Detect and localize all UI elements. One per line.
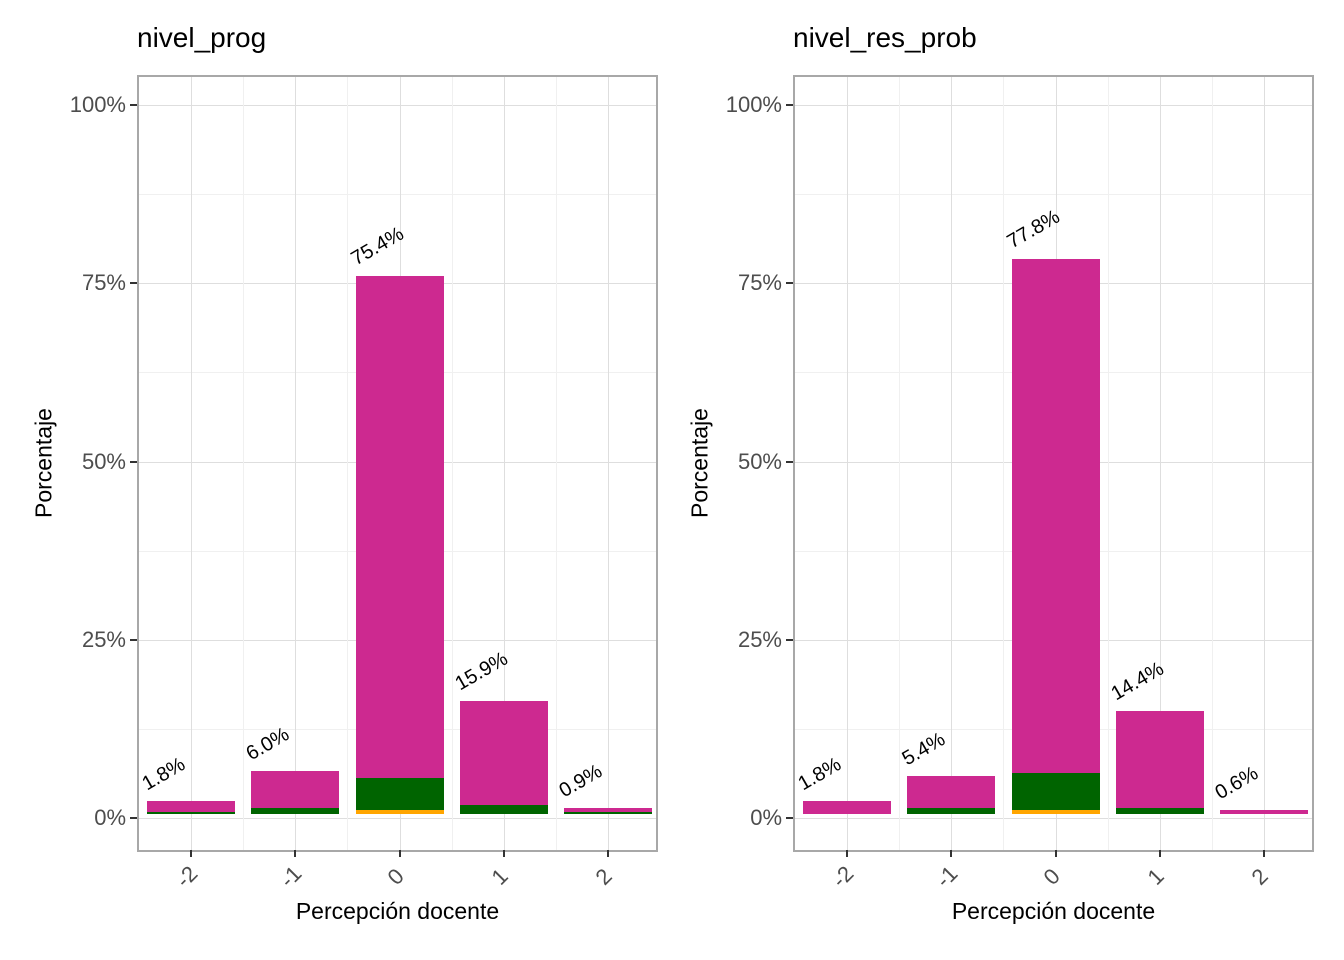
grid-major-h: [139, 105, 656, 106]
y-tick-mark: [130, 282, 137, 285]
y-tick-label: 25%: [737, 626, 782, 652]
chart-nivel-res-prob: nivel_res_prob Porcentaje 1.8% -2 5.4% -1 77…: [672, 0, 1344, 960]
y-tick-label: 100%: [725, 92, 782, 117]
x-axis-title: Percepción docente: [295, 898, 500, 924]
bar-segment-green: [251, 807, 340, 814]
y-tick-mark: [786, 104, 793, 106]
y-tick-mark: [130, 638, 137, 641]
bar-segment-magenta: [459, 700, 548, 806]
chart-title: nivel_prog: [137, 22, 267, 53]
y-tick-label: 25%: [81, 626, 126, 652]
x-tick-mark: [502, 850, 505, 857]
y-tick-label: 100%: [69, 92, 126, 117]
y-tick-mark: [786, 460, 793, 463]
x-tick-mark: [1158, 850, 1161, 857]
bar-segment-magenta: [147, 801, 236, 812]
grid-minor-h: [139, 194, 656, 196]
bar-segment-green: [459, 805, 548, 814]
plot-panel: 1.8% -2 5.4% -1 77.8% 0 14.4% 1 0.6% 2 0% 25% 50% 75%…: [726, 75, 1314, 892]
plot-panel: 1.8% -2 6.0% -1 75.4% 0 15.9% 1 0.9% 2 0% 25% 50% 75%…: [70, 75, 658, 892]
x-tick-mark: [294, 850, 297, 857]
bar-label: 5.4%: [898, 727, 950, 770]
bar-segment-green: [1011, 773, 1100, 811]
grid-major-v: [191, 77, 193, 850]
grid-minor-v: [1003, 77, 1005, 850]
y-tick-label: 75%: [737, 270, 782, 296]
bar-segment-orange: [355, 810, 444, 814]
grid-major-v: [847, 77, 849, 850]
y-tick-label: 0%: [94, 805, 126, 830]
grid-minor-v: [899, 77, 901, 850]
bar-segment-magenta: [1219, 809, 1308, 814]
bar-segment-magenta: [1115, 711, 1204, 808]
bar-segment-magenta: [251, 771, 340, 808]
grid-major-h: [795, 818, 1312, 819]
bar-segment-magenta: [1011, 259, 1100, 774]
x-tick-mark: [950, 850, 953, 857]
bar-segment-green: [147, 811, 236, 814]
grid-minor-v: [243, 77, 245, 850]
y-tick-label: 50%: [81, 448, 126, 474]
y-tick-label: 50%: [737, 448, 782, 474]
bar-segment-orange: [1011, 810, 1100, 814]
bar-segment-green: [1115, 807, 1204, 814]
grid-minor-h: [795, 194, 1312, 196]
y-tick-label: 75%: [81, 270, 126, 296]
x-tick-mark: [606, 850, 609, 857]
chart-title: nivel_res_prob: [793, 22, 977, 53]
x-axis-title: Percepción docente: [951, 898, 1156, 924]
y-tick-mark: [130, 104, 137, 106]
grid-minor-v: [347, 77, 349, 850]
bar-segment-green: [563, 811, 652, 814]
grid-major-h: [795, 105, 1312, 106]
bar-label: 0.9%: [555, 759, 606, 802]
y-tick-mark: [786, 638, 793, 641]
y-tick-mark: [130, 817, 137, 819]
bar-segment-magenta: [803, 801, 892, 814]
x-tick-mark: [190, 850, 193, 857]
x-tick-mark: [398, 850, 401, 857]
chart-nivel-prog: nivel_prog Porcentaje 1.8% -2 6.0% -1 75.4% 0…: [31, 22, 658, 924]
grid-major-v: [951, 77, 953, 850]
bar-segment-magenta: [563, 807, 652, 812]
grid-minor-v: [1107, 77, 1109, 850]
grid-major-v: [295, 77, 297, 850]
y-tick-mark: [130, 460, 137, 463]
bar-label: 1.8%: [794, 753, 846, 796]
grid-major-h: [139, 818, 656, 819]
grid-major-v: [1159, 77, 1161, 850]
y-tick-mark: [786, 282, 793, 285]
bar-label: 1.8%: [138, 753, 190, 796]
grid-major-v: [607, 77, 609, 850]
grid-major-v: [503, 77, 505, 850]
grid-minor-v: [555, 77, 557, 850]
y-tick-label: 0%: [750, 805, 782, 830]
x-tick-mark: [1262, 850, 1265, 857]
grid-major-v: [1263, 77, 1265, 850]
bar-label: 0.6%: [1211, 762, 1262, 804]
grid-minor-v: [1211, 77, 1213, 850]
grid-minor-v: [451, 77, 453, 850]
x-tick-mark: [846, 850, 849, 857]
bar-label: 6.0%: [242, 723, 294, 766]
x-tick-mark: [1054, 850, 1057, 857]
bar-segment-green: [355, 777, 444, 811]
bar-segment-magenta: [907, 775, 996, 808]
bar-segment-magenta: [355, 276, 444, 778]
bar-segment-green: [907, 807, 996, 814]
y-tick-mark: [786, 817, 793, 819]
